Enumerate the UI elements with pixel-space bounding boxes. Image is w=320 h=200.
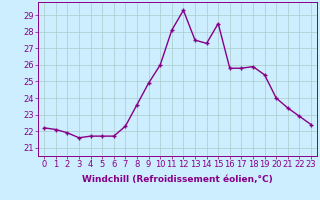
X-axis label: Windchill (Refroidissement éolien,°C): Windchill (Refroidissement éolien,°C): [82, 175, 273, 184]
